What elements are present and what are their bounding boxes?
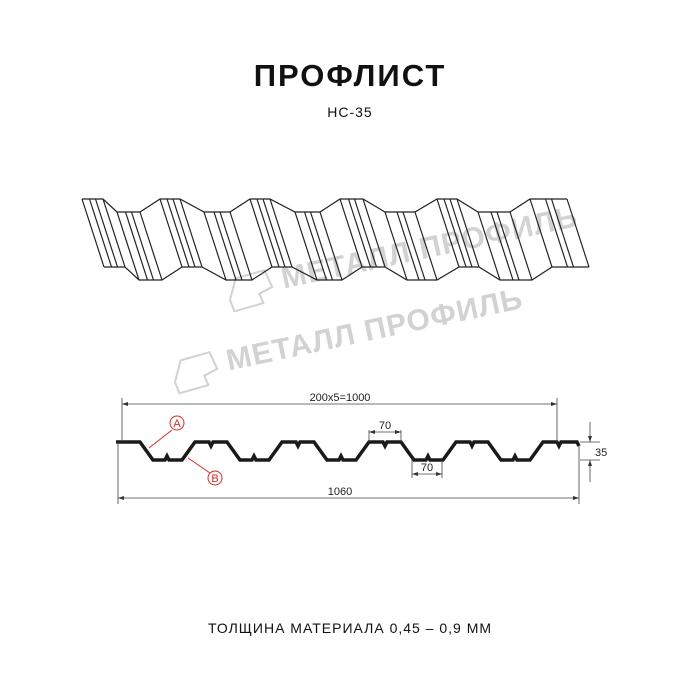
sheet-rib-line [339, 198, 363, 268]
sheet-rib-line [203, 211, 227, 281]
watermark-logo-bottom: МЕТАЛЛ ПРОФИЛЬ [173, 282, 526, 395]
sheet-groove-line [219, 211, 243, 281]
sheet-groove-line [88, 198, 113, 268]
sheet-rib-line [436, 198, 460, 268]
sheet-rib-line [139, 211, 163, 281]
sheet-groove-line [496, 211, 520, 281]
sheet-groove-line [172, 198, 196, 268]
sheet-groove-line [309, 211, 334, 281]
watermark-text: МЕТАЛЛ ПРОФИЛЬ [223, 282, 525, 377]
sheet-groove-line [130, 211, 155, 281]
sheet-groove-line [262, 198, 286, 268]
sheet-rib-line [529, 198, 553, 268]
marker-a-circle [169, 415, 185, 431]
marker-a-label: A [173, 418, 181, 430]
sheet-groove-line [94, 198, 119, 268]
sheet-groove-line [544, 198, 569, 268]
height-label: 35 [595, 447, 607, 459]
sheet-rib-line [249, 198, 273, 268]
sheet-rib-line [509, 211, 533, 281]
sheet-rib-line [179, 198, 203, 268]
marker-b-label: B [211, 473, 218, 485]
sheet-groove-line [256, 198, 280, 268]
sheet-rib-line [566, 198, 590, 268]
sheet-rib-line [159, 198, 183, 268]
sheet-rib-line [319, 211, 343, 281]
sheet-rib-line [362, 198, 386, 268]
sheet-top-edge [82, 198, 567, 213]
sheet-rib-line [456, 198, 480, 268]
sheet-groove-line [347, 198, 372, 268]
sheet-groove-line [303, 211, 328, 281]
sheet-bottom-edge [104, 266, 589, 281]
sheet-rib-line [294, 211, 318, 281]
profile-line [116, 440, 581, 462]
sheet-groove-line [396, 211, 420, 281]
sheet-groove-line [449, 198, 473, 268]
sheet-groove-line [550, 198, 575, 268]
watermark-logo-top: МЕТАЛЛ ПРОФИЛЬ [228, 200, 581, 313]
profile-model: НС-35 [327, 104, 373, 120]
sheet-groove-line [443, 198, 467, 268]
sheet-rib-line [81, 198, 105, 268]
total-width-label: 1060 [328, 486, 352, 498]
sheet-groove-line [402, 211, 426, 281]
material-thickness: ТОЛЩИНА МАТЕРИАЛА 0,45 – 0,9 ММ [207, 620, 493, 636]
sheet-rib-line [229, 211, 253, 281]
sheet-rib-line [477, 211, 501, 281]
sheet-groove-line [166, 198, 190, 268]
cross-section: 200x5=1000 70 70 35 1060 A B [116, 392, 607, 504]
sheet-rib-line [384, 211, 408, 281]
sheet-3d-view [81, 198, 590, 281]
sheet-rib-line [414, 211, 438, 281]
sheet-groove-line [353, 198, 378, 268]
pitch-label: 200x5=1000 [310, 392, 371, 404]
trough-width-label: 70 [421, 462, 433, 474]
marker-b-circle [207, 470, 223, 486]
sheet-groove-line [124, 211, 149, 281]
sheet-groove-line [213, 211, 237, 281]
crest-width-label: 70 [379, 420, 391, 432]
sheet-groove-line [490, 211, 514, 281]
sheet-rib-line [102, 198, 126, 268]
sheet-rib-line [269, 198, 293, 268]
page-title: ПРОФЛИСТ [253, 58, 447, 93]
sheet-rib-line [116, 211, 140, 281]
